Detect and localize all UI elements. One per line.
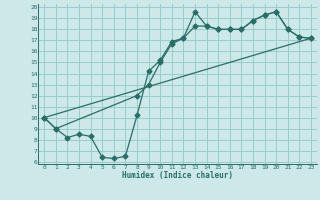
X-axis label: Humidex (Indice chaleur): Humidex (Indice chaleur) xyxy=(122,171,233,180)
